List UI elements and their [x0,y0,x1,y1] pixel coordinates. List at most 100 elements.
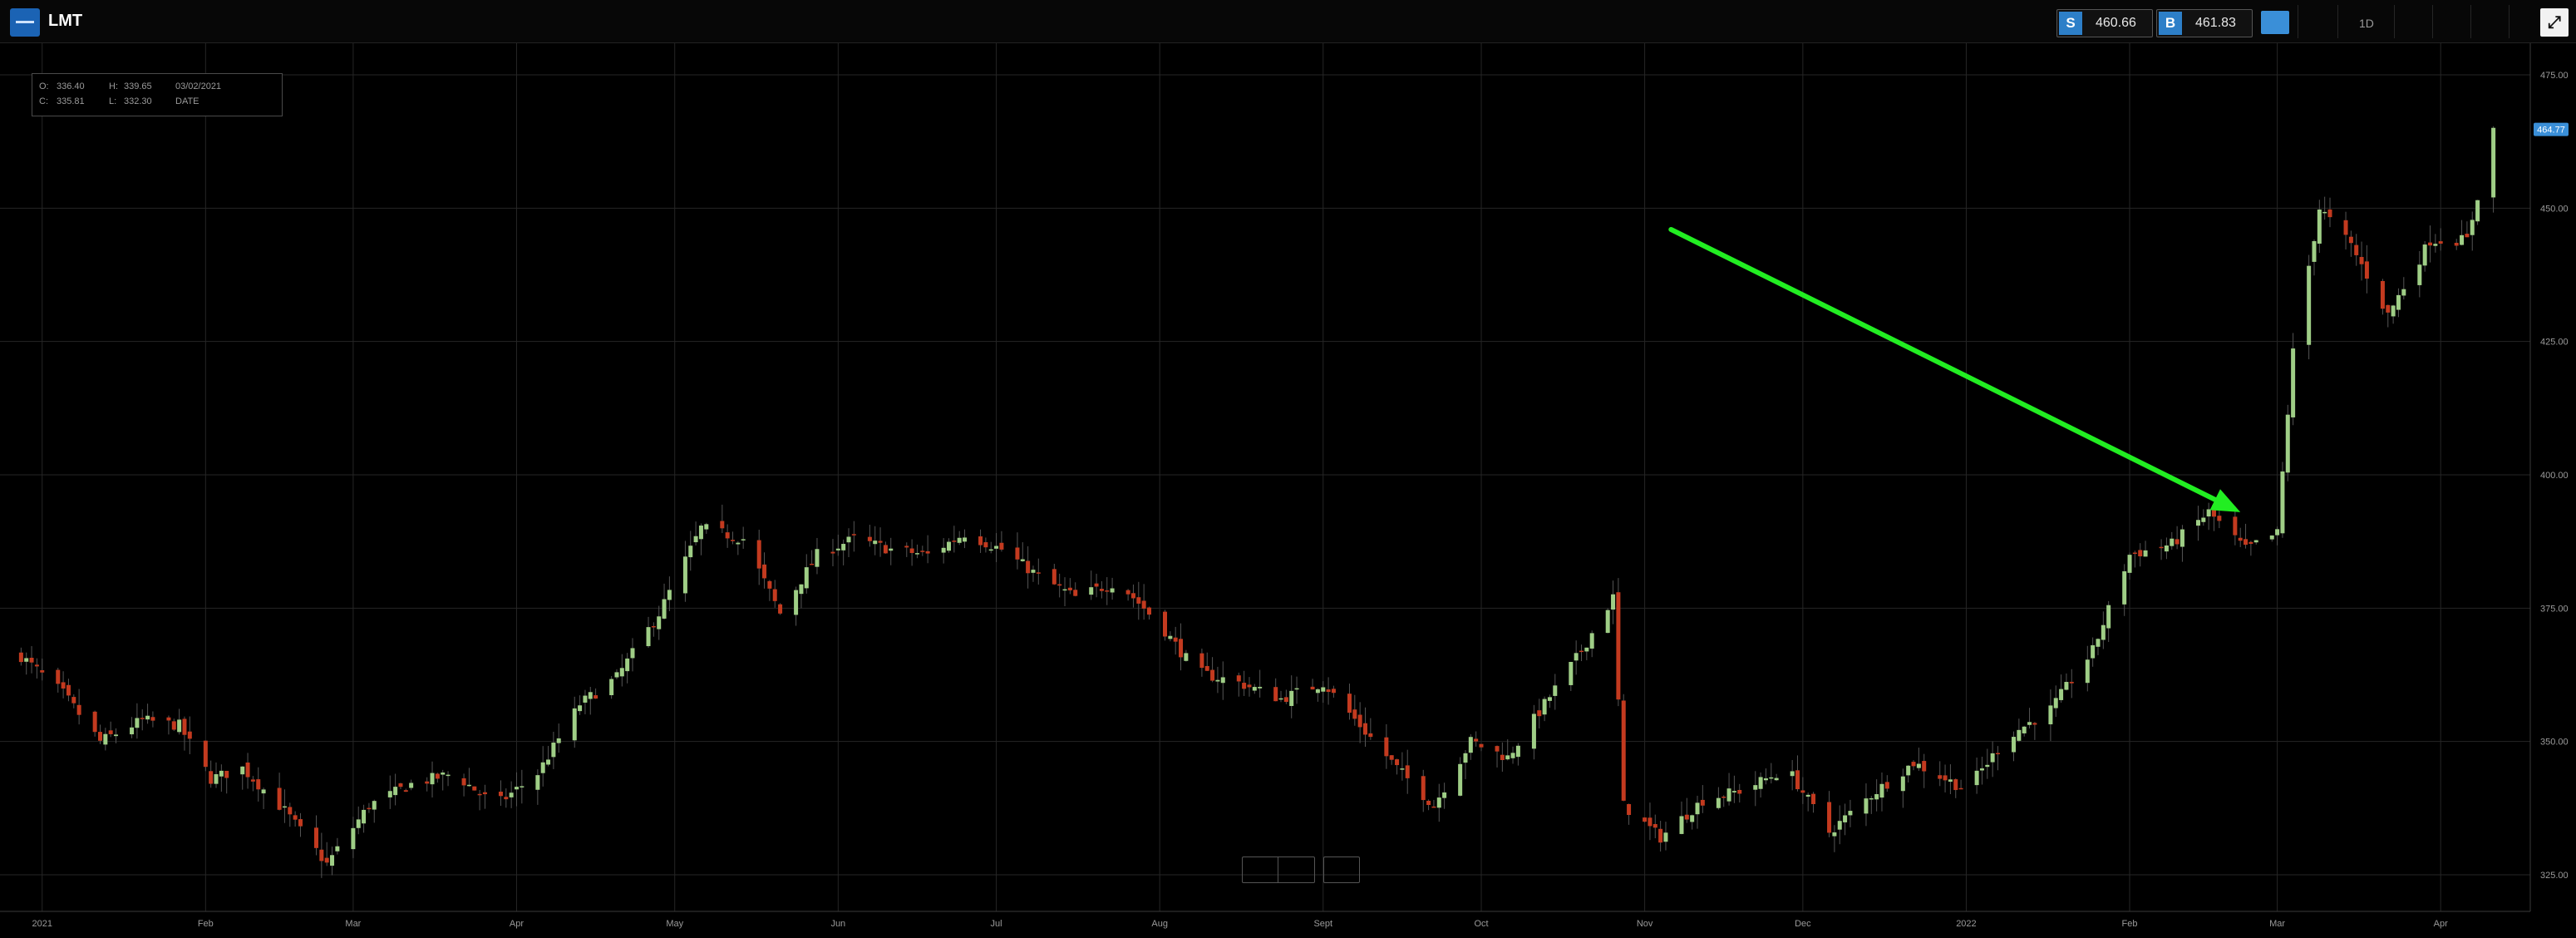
candle-body [1125,590,1130,595]
candle-body [2143,550,2148,557]
candle-body [2170,538,2175,546]
candle-body [477,793,482,796]
candle-body [594,695,598,699]
open-value: 336.40 [57,81,85,91]
candle-body [1515,745,1520,758]
date-value: 03/02/2021 [175,81,222,91]
candle-body [66,684,71,696]
y-tick-label: 450.00 [2540,204,2569,214]
candle-body [1864,798,1869,814]
candle-body [1500,754,1505,760]
candle-body [2460,234,2465,245]
candle-body [952,541,957,542]
candle-body [372,801,377,810]
candle-body [1663,832,1668,842]
candle-body [393,787,398,796]
candle-body [1758,777,1763,789]
last-price-label: 464.77 [2537,126,2565,136]
candle-body [2096,639,2101,647]
candle-body [904,546,909,548]
candle-body [1505,755,1510,760]
candle-body [1906,765,1911,776]
candle-body [1310,686,1315,690]
candle-body [1168,635,1173,639]
buy-button[interactable]: B 461.83 [2156,9,2253,37]
candle-body [1458,763,1463,796]
candle-body [2212,505,2216,517]
candle-body [909,548,914,554]
candle-body [941,547,946,553]
sell-price: 460.66 [2096,16,2136,30]
x-tick-label: Jul [991,919,1002,929]
candle-body [1916,763,1921,768]
candle-body [203,740,208,768]
candle-body [224,771,229,778]
candle-body [1769,777,1774,779]
price-chart[interactable]: 475.00 450.00 425.00 400.00 375.00 350.00 325.… [0,43,2576,938]
candle-body [2064,682,2069,690]
candle-body [40,669,45,673]
candle-body [883,545,888,554]
candle-body [1242,683,1247,689]
candle-body [1099,589,1104,591]
candle-body [2322,211,2327,214]
candle-body [166,717,171,721]
candle-body [1468,737,1473,753]
candle-body [130,727,135,735]
candle-body [446,774,451,777]
x-tick-label: May [666,919,683,929]
order-settings-button[interactable] [2261,11,2289,34]
candle-body [1985,764,1990,768]
candle-body [1289,690,1294,706]
candle-body [1648,817,1652,827]
candle-body [1579,650,1584,653]
candle-body [1426,800,1431,806]
logo-mark [16,21,34,23]
candle-body [767,580,772,589]
candle-body [2012,737,2017,753]
annotation-arrow-line [1668,226,2218,502]
candle-body [1726,788,1731,802]
reset-view-button[interactable] [1323,857,1360,883]
candle-body [56,669,61,684]
candle-body [2343,220,2348,235]
candle-body [1537,710,1542,717]
broker-logo-icon[interactable] [10,8,40,37]
candle-body [841,544,846,550]
candle-body [1442,792,1447,798]
candle-body [514,787,519,790]
candle-body [367,807,372,810]
sell-button[interactable]: S 460.66 [2056,9,2153,37]
candle-body [1315,689,1320,694]
candle-body [61,682,66,689]
candle-body [2106,605,2111,629]
candle-body [2138,550,2143,557]
candle-body [150,717,155,721]
scroll-right-button[interactable] [1278,857,1314,882]
ticker-symbol[interactable]: LMT [48,12,83,30]
candle-body [704,524,709,530]
candle-body [398,783,403,787]
candle-body [18,652,23,663]
candle-body [1184,653,1189,661]
candle-body [2386,304,2391,313]
expand-arrows-icon[interactable]: ⤢ [2540,8,2569,37]
candle-body [1700,799,1705,806]
candle-body [1589,633,1594,649]
candle-body [1763,778,1768,781]
candle-body [1605,610,1610,634]
candle-body [2380,280,2385,309]
candle-body [2053,698,2058,708]
candle-body [356,819,361,828]
candle-body [182,718,187,735]
candle-body [261,789,266,794]
candle-body [2091,644,2096,659]
close-label: C: [39,96,48,106]
period-selector[interactable]: 1D [2359,17,2374,30]
candle-body [830,551,835,554]
candle-body [1884,782,1889,789]
candle-body [867,536,872,541]
candle-body [1368,733,1373,738]
x-tick-label: Oct [1474,919,1488,929]
scroll-left-button[interactable] [1243,857,1278,882]
